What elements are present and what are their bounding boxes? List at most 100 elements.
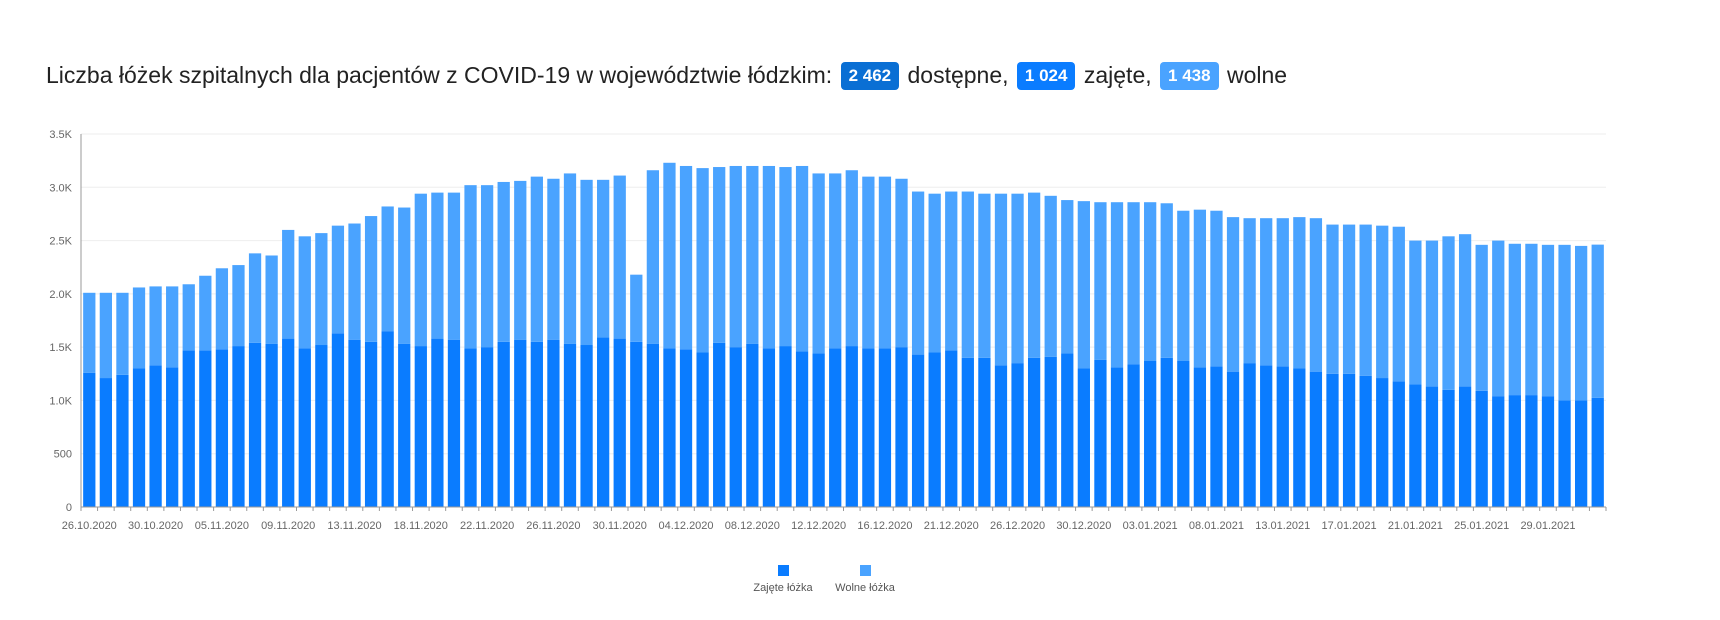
- bar-occupied[interactable]: [1110, 367, 1124, 507]
- bar-occupied[interactable]: [414, 346, 427, 507]
- bar-occupied[interactable]: [696, 352, 709, 507]
- bar-free[interactable]: [116, 292, 129, 375]
- bar-free[interactable]: [464, 185, 477, 349]
- bar-occupied[interactable]: [1342, 373, 1356, 507]
- bar-occupied[interactable]: [1160, 357, 1173, 507]
- bar-free[interactable]: [1458, 234, 1472, 387]
- bar-occupied[interactable]: [248, 342, 262, 507]
- bar-free[interactable]: [961, 191, 974, 358]
- bar-free[interactable]: [994, 193, 1008, 366]
- bar-occupied[interactable]: [1276, 366, 1289, 507]
- bar-free[interactable]: [447, 192, 461, 340]
- bar-free[interactable]: [563, 173, 577, 344]
- bar-free[interactable]: [149, 286, 162, 366]
- bar-occupied[interactable]: [182, 350, 195, 507]
- bar-occupied[interactable]: [83, 372, 96, 507]
- bar-occupied[interactable]: [431, 338, 444, 507]
- bar-occupied[interactable]: [1425, 386, 1439, 507]
- bar-free[interactable]: [746, 165, 759, 344]
- bar-occupied[interactable]: [1525, 395, 1538, 507]
- bar-occupied[interactable]: [1011, 363, 1024, 507]
- bar-free[interactable]: [1027, 192, 1041, 358]
- bar-occupied[interactable]: [978, 357, 991, 507]
- bar-free[interactable]: [99, 292, 112, 379]
- bar-occupied[interactable]: [447, 339, 461, 507]
- bar-occupied[interactable]: [795, 351, 809, 507]
- bar-occupied[interactable]: [331, 333, 345, 507]
- bar-free[interactable]: [1591, 244, 1604, 398]
- bar-occupied[interactable]: [1226, 371, 1240, 507]
- bar-free[interactable]: [1193, 209, 1207, 368]
- bar-free[interactable]: [862, 176, 875, 349]
- bar-occupied[interactable]: [646, 343, 660, 507]
- bar-free[interactable]: [480, 185, 494, 348]
- bar-free[interactable]: [911, 191, 925, 355]
- bar-occupied[interactable]: [1309, 371, 1323, 507]
- bar-free[interactable]: [1011, 193, 1024, 364]
- bar-occupied[interactable]: [1177, 360, 1190, 507]
- bar-free[interactable]: [1492, 240, 1505, 397]
- bar-occupied[interactable]: [911, 354, 925, 507]
- bar-free[interactable]: [1326, 224, 1339, 374]
- bar-free[interactable]: [331, 225, 345, 334]
- bar-occupied[interactable]: [1293, 368, 1306, 507]
- bar-occupied[interactable]: [1193, 367, 1207, 507]
- bar-free[interactable]: [1177, 210, 1190, 361]
- bar-occupied[interactable]: [713, 342, 726, 507]
- bar-free[interactable]: [679, 165, 693, 350]
- bar-free[interactable]: [663, 162, 676, 349]
- bar-occupied[interactable]: [961, 357, 974, 507]
- bar-occupied[interactable]: [1326, 373, 1339, 507]
- bar-free[interactable]: [1541, 244, 1555, 397]
- bar-occupied[interactable]: [862, 348, 875, 507]
- bar-free[interactable]: [945, 191, 958, 351]
- bar-occupied[interactable]: [1541, 396, 1555, 507]
- bar-free[interactable]: [381, 206, 394, 332]
- bar-free[interactable]: [182, 284, 195, 351]
- bar-free[interactable]: [597, 179, 610, 338]
- bar-occupied[interactable]: [812, 353, 825, 507]
- bar-occupied[interactable]: [928, 352, 941, 507]
- bar-free[interactable]: [431, 192, 444, 339]
- bar-free[interactable]: [398, 207, 411, 344]
- bar-occupied[interactable]: [895, 347, 908, 507]
- bar-occupied[interactable]: [613, 338, 626, 507]
- bar-free[interactable]: [232, 265, 245, 347]
- bar-occupied[interactable]: [762, 348, 776, 507]
- bar-free[interactable]: [132, 287, 146, 369]
- bar-occupied[interactable]: [1044, 356, 1057, 507]
- bar-occupied[interactable]: [779, 346, 792, 507]
- bar-occupied[interactable]: [1127, 364, 1140, 507]
- bar-free[interactable]: [1127, 202, 1140, 365]
- bar-free[interactable]: [530, 176, 543, 342]
- bar-free[interactable]: [613, 175, 626, 339]
- bar-occupied[interactable]: [1260, 365, 1273, 507]
- bar-free[interactable]: [895, 178, 908, 348]
- bar-free[interactable]: [1144, 202, 1157, 361]
- bar-free[interactable]: [646, 170, 660, 344]
- bar-occupied[interactable]: [1210, 366, 1223, 507]
- bar-free[interactable]: [282, 229, 295, 339]
- bar-occupied[interactable]: [994, 365, 1008, 507]
- bar-free[interactable]: [215, 268, 229, 350]
- bar-occupied[interactable]: [663, 348, 676, 507]
- bar-free[interactable]: [878, 176, 892, 349]
- bar-occupied[interactable]: [845, 346, 858, 507]
- bar-occupied[interactable]: [1094, 359, 1107, 507]
- bar-occupied[interactable]: [215, 349, 229, 507]
- bar-occupied[interactable]: [315, 345, 328, 507]
- bar-free[interactable]: [265, 255, 278, 344]
- bar-free[interactable]: [1425, 240, 1439, 387]
- bar-occupied[interactable]: [679, 349, 693, 507]
- bar-free[interactable]: [1044, 195, 1057, 357]
- bar-free[interactable]: [1359, 224, 1372, 376]
- bar-occupied[interactable]: [99, 378, 112, 507]
- bar-occupied[interactable]: [878, 348, 892, 507]
- bar-occupied[interactable]: [1392, 381, 1405, 507]
- bar-occupied[interactable]: [1409, 384, 1422, 507]
- bar-free[interactable]: [1525, 243, 1538, 396]
- bar-free[interactable]: [1508, 243, 1521, 396]
- bar-occupied[interactable]: [116, 374, 129, 507]
- bar-free[interactable]: [1226, 217, 1240, 372]
- bar-free[interactable]: [978, 193, 991, 358]
